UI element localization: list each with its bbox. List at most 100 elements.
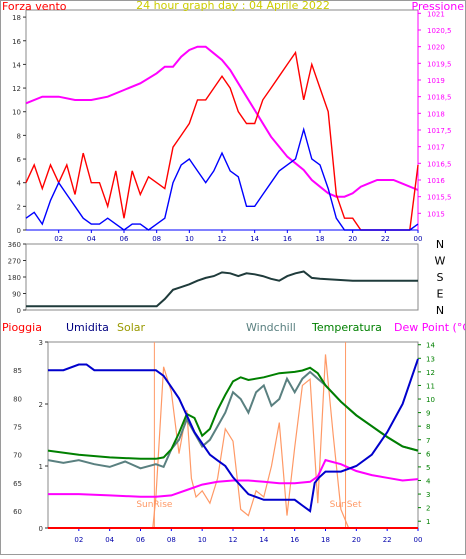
temperature-y-tick-label: 14 — [426, 342, 435, 350]
temp-humidity-x-tick-label: 06 — [136, 536, 145, 544]
wind-y-tick-label: 0 — [17, 227, 21, 235]
wind-pressure-series — [25, 45, 419, 231]
compass-label: E — [437, 288, 444, 301]
temp-humidity-x-tick-label: 12 — [229, 536, 238, 544]
wind-pressure-x-tick-label: 08 — [152, 235, 161, 243]
wind-gust-line — [25, 50, 419, 231]
compass-label: W — [435, 255, 446, 268]
temperature-y-tick-label: 12 — [426, 369, 435, 377]
wind-pressure-x-tick-label: 18 — [316, 235, 325, 243]
humidity-y-tick-label: 60 — [13, 508, 22, 516]
pressure-y-tick-label: 1017 — [427, 144, 445, 152]
direction-y-tick-label: 360 — [8, 241, 21, 249]
pressure-y-tick-label: 1017,5 — [427, 127, 452, 135]
temperature-line — [47, 366, 419, 460]
dew-point-line — [48, 458, 419, 498]
temperature-y-tick-label: 7 — [426, 437, 430, 445]
humidity-y-tick-label: 70 — [13, 452, 22, 460]
legend-umidita: Umidita — [66, 321, 109, 334]
wind-pressure-x-tick-label: 06 — [120, 235, 129, 243]
legend-temperatura: Temperatura — [311, 321, 382, 334]
legend-dew-point: Dew Point (°C) — [394, 321, 466, 334]
wind-pressure-x-tick-label: 02 — [54, 235, 63, 243]
pressure-axis-title: Pressione — [412, 0, 465, 13]
temperature-y-tick-label: 3 — [426, 491, 430, 499]
wind-y-tick-label: 16 — [12, 38, 21, 46]
wind-pressure-x-tick-label: 12 — [218, 235, 227, 243]
pressure-y-ticks: 1015 1015,5 1016 1016,5 1017 1017,5 1018 1018,5… — [418, 10, 452, 218]
legend-pioggia: Pioggia — [2, 321, 42, 334]
wind-pressure-x-ticks: 02 04 06 08 10 12 14 16 18 20 22 00 — [54, 230, 422, 243]
wind-y-tick-label: 18 — [12, 14, 21, 22]
humidity-y-ticks: 60 65 70 75 80 85 — [13, 367, 22, 516]
temperature-y-tick-label: 10 — [426, 396, 435, 404]
rain-y-tick-label: 1 — [39, 463, 43, 471]
wind-y-tick-label: 14 — [12, 61, 21, 69]
temp-humidity-plot-area — [47, 341, 419, 529]
temperature-y-tick-label: 11 — [426, 382, 435, 390]
pressure-y-tick-label: 1015,5 — [427, 194, 452, 202]
rain-y-tick-label: 3 — [39, 339, 43, 347]
humidity-y-tick-label: 75 — [13, 424, 22, 432]
wind-y-ticks: 0 2 4 6 8 10 12 14 16 18 — [12, 14, 26, 235]
rain-y-ticks: 0 1 2 3 — [39, 339, 48, 533]
pressure-y-tick-label: 1019,5 — [427, 60, 452, 68]
sunset-label: SunSet — [330, 500, 362, 510]
direction-y-tick-label: 90 — [12, 291, 21, 299]
temp-humidity-x-tick-label: 18 — [321, 536, 330, 544]
humidity-line — [48, 358, 419, 513]
temp-humidity-x-tick-label: 20 — [352, 536, 361, 544]
rain-y-tick-label: 0 — [39, 525, 43, 533]
pressure-y-tick-label: 1015 — [427, 210, 445, 218]
wind-y-tick-label: 8 — [17, 132, 21, 140]
temperature-y-tick-label: 1 — [426, 518, 430, 526]
temperature-y-tick-label: 2 — [426, 505, 430, 513]
wind-axis-title: Forza vento — [2, 0, 67, 13]
temperature-y-tick-label: 13 — [426, 355, 435, 363]
legend-solar: Solar — [117, 321, 146, 334]
chart-title: 24 hour graph day : 04 Aprile 2022 — [136, 0, 330, 12]
humidity-y-tick-label: 85 — [13, 367, 22, 375]
temp-humidity-x-tick-label: 00 — [414, 536, 423, 544]
wind-y-tick-label: 10 — [12, 109, 21, 117]
direction-y-tick-label: 0 — [17, 307, 21, 315]
wind-pressure-x-tick-label: 20 — [348, 235, 357, 243]
direction-y-ticks: 0 90 180 270 360 — [8, 241, 26, 315]
temperature-y-tick-label: 5 — [426, 464, 430, 472]
humidity-y-tick-label: 80 — [13, 395, 22, 403]
temp-humidity-x-tick-label: 02 — [74, 536, 83, 544]
wind-pressure-x-tick-label: 22 — [381, 235, 390, 243]
temp-humidity-x-tick-label: 14 — [259, 536, 268, 544]
temp-humidity-x-ticks: 02 04 06 08 10 12 14 16 18 20 22 00 — [74, 528, 422, 544]
pressure-y-tick-label: 1018,5 — [427, 94, 452, 102]
direction-series — [26, 270, 418, 308]
temp-humidity-x-tick-label: 08 — [167, 536, 176, 544]
direction-y-tick-label: 270 — [8, 258, 21, 266]
pressure-y-tick-label: 1020,5 — [427, 27, 452, 35]
pressure-y-tick-label: 1016,5 — [427, 160, 452, 168]
wind-y-tick-label: 12 — [12, 85, 21, 93]
temperature-y-tick-label: 9 — [426, 410, 430, 418]
rain-y-tick-label: 2 — [39, 401, 43, 409]
temp-humidity-x-tick-label: 16 — [290, 536, 299, 544]
wind-pressure-x-tick-label: 00 — [414, 235, 423, 243]
pressure-y-tick-label: 1019 — [427, 77, 445, 85]
pressure-y-tick-label: 1020 — [427, 44, 445, 52]
wind-y-tick-label: 4 — [17, 180, 22, 188]
wind-pressure-x-tick-label: 04 — [87, 235, 96, 243]
wind-direction-line — [26, 270, 418, 308]
pressure-y-tick-label: 1018 — [427, 110, 445, 118]
wind-pressure-x-tick-label: 10 — [185, 235, 194, 243]
wind-pressure-x-tick-label: 16 — [283, 235, 292, 243]
temperature-y-tick-label: 6 — [426, 450, 431, 458]
direction-y-tick-label: 180 — [8, 274, 21, 282]
temp-humidity-x-tick-label: 22 — [383, 536, 392, 544]
temperature-y-tick-label: 8 — [426, 423, 430, 431]
temperature-y-tick-label: 4 — [426, 477, 431, 485]
sunrise-label: SunRise — [136, 500, 173, 510]
wind-pressure-x-tick-label: 14 — [250, 235, 259, 243]
